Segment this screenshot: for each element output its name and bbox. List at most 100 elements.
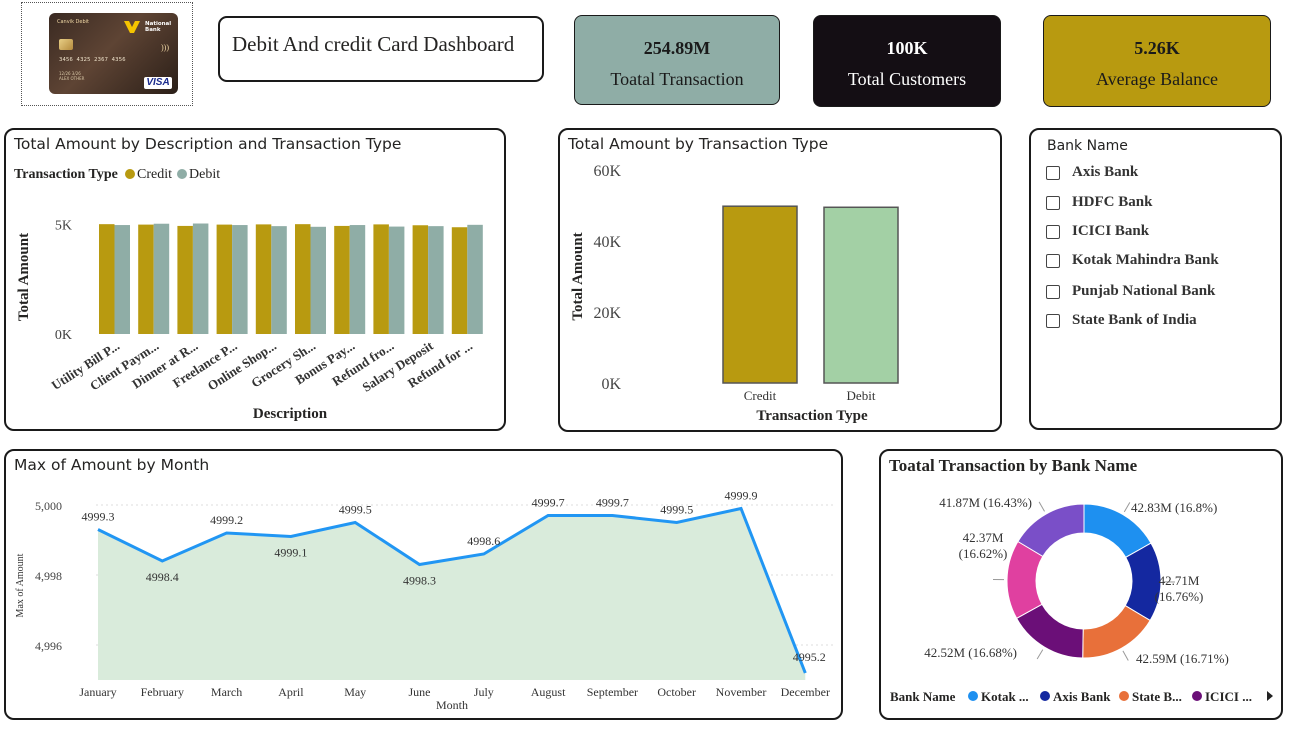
bar-credit xyxy=(373,224,389,334)
checkbox[interactable] xyxy=(1046,166,1060,180)
bank-logo-icon xyxy=(124,21,140,33)
area-fill xyxy=(98,508,806,680)
checkbox[interactable] xyxy=(1046,196,1060,210)
leader-line xyxy=(1036,649,1044,660)
credit-card-logo: Canvik Debit National Bank ))) 3456 4325 … xyxy=(49,13,178,94)
bar-debit xyxy=(271,226,287,334)
x-tick-label: Debit xyxy=(847,388,876,403)
y-tick-label: 60K xyxy=(593,163,621,180)
kpi-average-balance[interactable]: 5.26K Average Balance xyxy=(1043,15,1271,107)
x-tick-label: December xyxy=(781,685,830,699)
kpi-value: 100K xyxy=(886,38,928,58)
legend-title: Bank Name xyxy=(890,689,956,704)
bar-credit xyxy=(138,224,154,334)
legend-item: ICICI ... xyxy=(1205,689,1252,704)
bar-credit xyxy=(216,224,233,334)
bar-debit xyxy=(232,225,248,334)
bar-chart-description: Transaction Type Credit Debit 5K 0K Total Amo… xyxy=(14,167,483,422)
y-tick-label: 40K xyxy=(593,234,621,251)
chart-transaction-by-bank[interactable]: Toatal Transaction by Bank Name 42.83M (… xyxy=(879,449,1283,720)
kpi-value: 254.89M xyxy=(643,38,711,58)
bar-credit xyxy=(255,224,272,334)
x-tick-label: Credit xyxy=(744,388,777,403)
data-label: 4999.3 xyxy=(82,510,115,524)
kpi-total-customers[interactable]: 100K Total Customers xyxy=(813,15,1001,107)
legend-swatch xyxy=(1040,691,1050,701)
dashboard-title: Debit And credit Card Dashboard xyxy=(232,32,515,56)
y-axis-title: Total Amount xyxy=(16,233,32,321)
bar-credit xyxy=(722,205,798,384)
data-label: 4999.9 xyxy=(725,489,758,503)
card-bank-name: National Bank xyxy=(145,21,172,33)
kpi-label: Average Balance xyxy=(1095,69,1219,89)
chart-max-amount-by-month[interactable]: Max of Amount by Month 5,000 4,998 4,996 Ma… xyxy=(4,449,843,720)
contactless-icon: ))) xyxy=(161,43,169,52)
kpi-label: Total Customers xyxy=(847,69,967,89)
x-axis-title: Month xyxy=(436,698,468,712)
kpi-value: 5.26K xyxy=(1134,38,1180,58)
checkbox[interactable] xyxy=(1046,314,1060,328)
slice-label: 42.83M (16.8%) xyxy=(1131,500,1217,515)
card-holder-info: 12/26 3/26 ALEX OTHER xyxy=(59,71,85,81)
slice-label: (16.76%) xyxy=(1155,589,1204,604)
x-tick-label: January xyxy=(79,685,116,699)
legend-swatch xyxy=(1192,691,1202,701)
slice-label: 42.52M (16.68%) xyxy=(924,645,1017,660)
y-tick-label: 0K xyxy=(601,376,621,393)
donut-slice xyxy=(1017,503,1085,558)
y-tick-label: 4,996 xyxy=(35,639,62,653)
bar-credit xyxy=(334,225,350,334)
leader-line xyxy=(1123,502,1131,513)
bar-debit xyxy=(153,223,170,334)
bar-credit xyxy=(177,225,193,334)
bar-debit xyxy=(310,226,326,334)
series-line xyxy=(97,506,807,674)
legend-label-credit: Credit xyxy=(137,167,172,182)
bar-credit xyxy=(451,227,468,334)
bar-debit xyxy=(388,226,405,334)
bank-name-slicer[interactable]: Bank Name Axis Bank HDFC Bank ICICI Bank… xyxy=(1029,128,1282,430)
chart-title: Max of Amount by Month xyxy=(14,456,210,474)
checkbox[interactable] xyxy=(1046,285,1060,299)
x-tick-label: November xyxy=(716,685,767,699)
legend-swatch-debit xyxy=(177,169,187,179)
x-tick-label: August xyxy=(531,685,566,699)
bar-debit xyxy=(349,225,366,334)
chart-amount-by-description[interactable]: Total Amount by Description and Transact… xyxy=(4,128,506,431)
card-number: 3456 4325 2367 4356 xyxy=(59,57,126,63)
dashboard-title-box: Debit And credit Card Dashboard xyxy=(218,16,544,82)
checkbox[interactable] xyxy=(1046,254,1060,268)
chart-title: Total Amount by Transaction Type xyxy=(568,135,829,153)
slice-label: 42.37M xyxy=(963,530,1004,545)
data-label: 4999.5 xyxy=(339,503,372,517)
legend-item: Kotak ... xyxy=(981,689,1029,704)
chart-title: Toatal Transaction by Bank Name xyxy=(889,456,1138,475)
checkbox[interactable] xyxy=(1046,225,1060,239)
data-label: 4999.5 xyxy=(660,503,693,517)
bar-chart-transaction-type: 60K 40K 20K 0K Total Amount Credit Debit Transa… xyxy=(570,163,899,424)
data-label: 4999.2 xyxy=(210,513,243,527)
data-label: 4998.3 xyxy=(403,574,436,588)
y-tick-label: 20K xyxy=(593,305,621,322)
x-tick-label: March xyxy=(211,685,242,699)
y-tick-label: 5,000 xyxy=(35,499,62,513)
card-chip-icon xyxy=(59,39,73,50)
y-tick-label: 5K xyxy=(55,218,72,233)
chart-amount-by-transaction-type[interactable]: Total Amount by Transaction Type 60K 40K 2… xyxy=(558,128,1002,432)
x-tick-label: May xyxy=(344,685,366,699)
legend-item: Axis Bank xyxy=(1053,689,1111,704)
legend-title: Transaction Type xyxy=(14,167,118,182)
data-label: 4999.7 xyxy=(596,496,629,510)
data-label: 4995.2 xyxy=(793,650,826,664)
y-axis-title: Total Amount xyxy=(570,232,586,320)
legend-label-debit: Debit xyxy=(189,167,220,182)
kpi-total-transaction[interactable]: 254.89M Toatal Transaction xyxy=(574,15,780,105)
x-tick-label: July xyxy=(474,685,494,699)
bar-debit xyxy=(192,223,209,334)
donut-chart-bank: 42.83M (16.8%) 42.71M(16.76%) 42.59M (16.7… xyxy=(890,495,1273,704)
card-brand-label: Canvik Debit xyxy=(57,19,90,25)
legend-swatch xyxy=(968,691,978,701)
leader-line xyxy=(1038,501,1045,512)
slice-label: (16.62%) xyxy=(959,546,1008,561)
slicer-title: Bank Name xyxy=(1047,138,1128,154)
